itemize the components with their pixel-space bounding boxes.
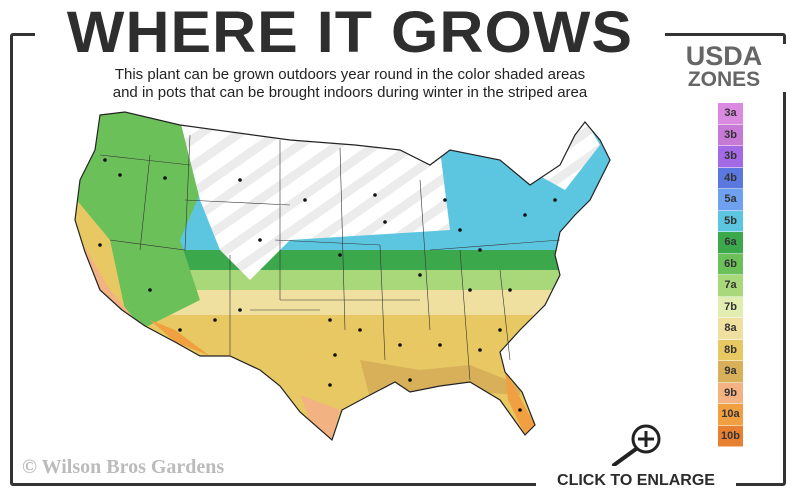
legend-zone-8a: 8a bbox=[718, 318, 743, 340]
striped-indoor-zone bbox=[180, 120, 450, 280]
city-dot bbox=[103, 158, 107, 162]
city-dot bbox=[553, 198, 557, 202]
city-dot bbox=[468, 288, 472, 292]
city-dot bbox=[398, 343, 402, 347]
city-dot bbox=[338, 253, 342, 257]
city-dot bbox=[213, 318, 217, 322]
page-title: WHERE IT GROWS bbox=[35, 2, 665, 64]
city-dot bbox=[508, 288, 512, 292]
click-to-enlarge-button[interactable]: CLICK TO ENLARGE bbox=[536, 466, 736, 496]
city-dot bbox=[303, 198, 307, 202]
city-dot bbox=[443, 198, 447, 202]
legend-title-line-1: USDA bbox=[685, 41, 763, 71]
legend-zone-9a: 9a bbox=[718, 361, 743, 383]
magnifier-plus-icon[interactable] bbox=[608, 422, 664, 468]
legend-zone-9b: 9b bbox=[718, 382, 743, 404]
legend-zone-8b: 8b bbox=[718, 339, 743, 361]
city-dot bbox=[98, 243, 102, 247]
legend-title: USDA ZONES bbox=[660, 41, 788, 92]
city-dot bbox=[238, 308, 242, 312]
legend-zone-4b: 4b bbox=[718, 167, 743, 189]
city-dot bbox=[458, 228, 462, 232]
legend-zone-5b: 5b bbox=[718, 210, 743, 232]
city-dot bbox=[478, 248, 482, 252]
city-dot bbox=[523, 213, 527, 217]
legend-zone-3b: 3b bbox=[718, 124, 743, 146]
city-dot bbox=[418, 273, 422, 277]
subtitle-line-2: and in pots that can be brought indoors … bbox=[112, 84, 588, 101]
subtitle-line-1: This plant can be grown outdoors year ro… bbox=[114, 66, 586, 83]
legend-zone-10a: 10a bbox=[718, 404, 743, 426]
city-dot bbox=[383, 220, 387, 224]
city-dot bbox=[333, 353, 337, 357]
legend-zone-7b: 7b bbox=[718, 296, 743, 318]
city-dot bbox=[258, 238, 262, 242]
zone-legend: 3a 3b 3b 4b 5a 5b 6a 6b 7a 7b 8a 8b 9a 9b 10a 10b bbox=[718, 103, 743, 447]
zone-florida bbox=[505, 370, 535, 435]
legend-zone-10b: 10b bbox=[718, 425, 743, 447]
city-dot bbox=[358, 328, 362, 332]
city-dot bbox=[163, 176, 167, 180]
legend-title-line-2: ZONES bbox=[687, 68, 761, 91]
city-dot bbox=[178, 328, 182, 332]
city-dot bbox=[498, 328, 502, 332]
city-dot bbox=[328, 318, 332, 322]
city-dot bbox=[438, 343, 442, 347]
city-dot bbox=[328, 383, 332, 387]
city-dots bbox=[98, 158, 557, 412]
legend-zone-3a: 3a bbox=[718, 103, 743, 125]
city-dot bbox=[518, 408, 522, 412]
legend-zone-5a: 5a bbox=[718, 189, 743, 211]
legend-zone-6b: 6b bbox=[718, 253, 743, 275]
copyright-watermark: © Wilson Bros Gardens bbox=[22, 456, 225, 478]
legend-zone-6a: 6a bbox=[718, 232, 743, 254]
city-dot bbox=[373, 193, 377, 197]
legend-zone-3b: 3b bbox=[718, 146, 743, 168]
city-dot bbox=[148, 288, 152, 292]
zone-desert bbox=[150, 320, 210, 356]
state-borders bbox=[99, 134, 561, 381]
zone-south-texas bbox=[300, 395, 340, 440]
city-dot bbox=[408, 378, 412, 382]
us-zone-map[interactable] bbox=[60, 100, 660, 450]
subtitle: This plant can be grown outdoors year ro… bbox=[40, 66, 660, 102]
city-dot bbox=[238, 178, 242, 182]
legend-zone-7a: 7a bbox=[718, 275, 743, 297]
city-dot bbox=[118, 173, 122, 177]
city-dot bbox=[478, 348, 482, 352]
